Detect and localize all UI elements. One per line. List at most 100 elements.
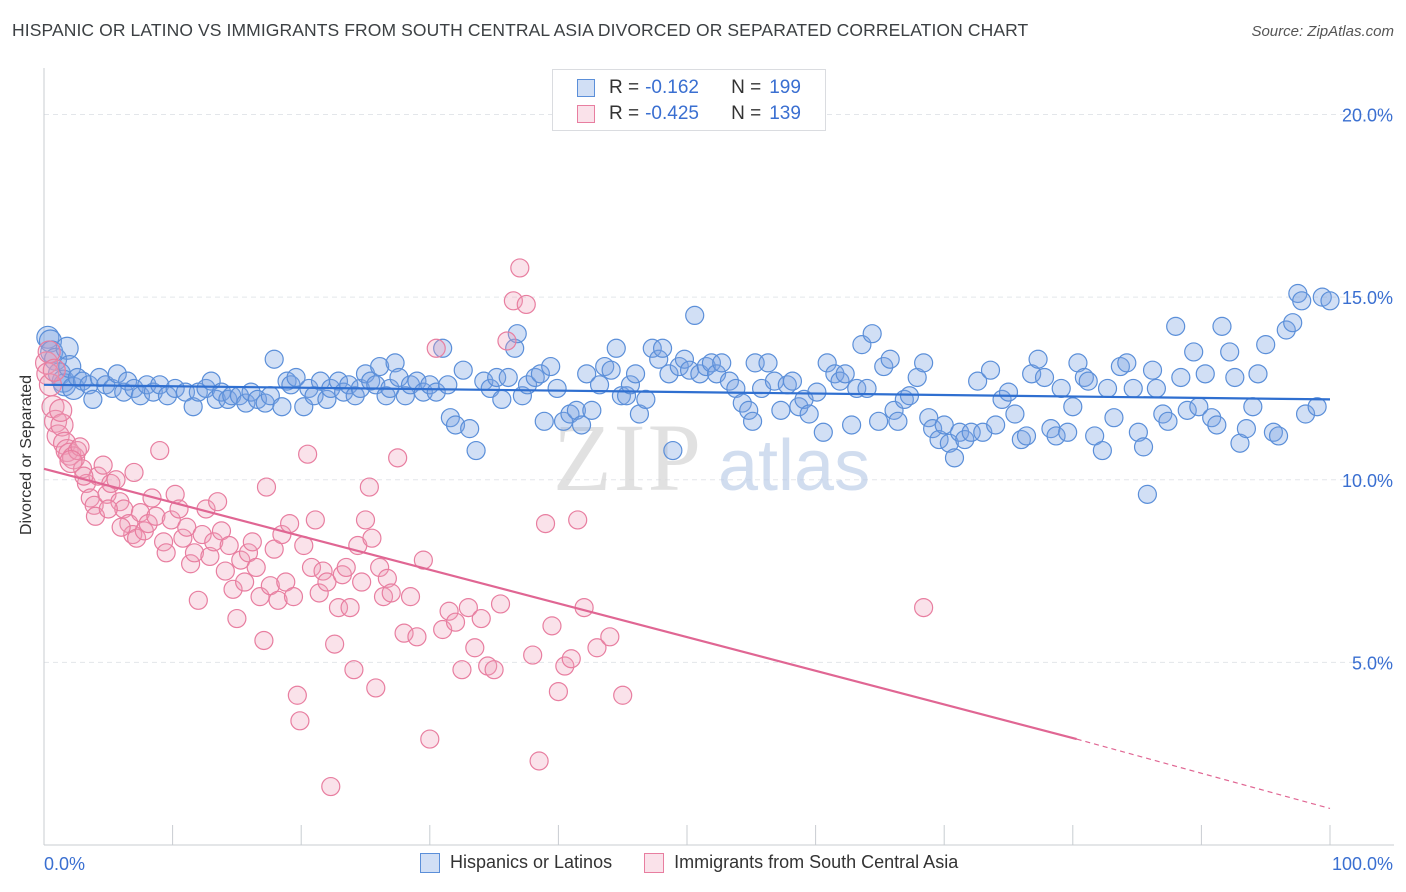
south-central-asia-point (377, 568, 397, 588)
hispanics-point (742, 411, 763, 431)
south-central-asia-point (523, 645, 543, 665)
hispanics-point (1225, 367, 1245, 388)
hispanics-point (498, 367, 518, 388)
hispanics-point (842, 415, 862, 435)
hispanics-point (438, 375, 458, 395)
south-central-asia-point (287, 685, 307, 705)
south-central-asia-point (188, 590, 208, 610)
south-central-asia-point (301, 557, 322, 578)
legend-r-label: R = (609, 77, 640, 98)
y-tick-label: 5.0% (1352, 653, 1393, 673)
hispanics-point (857, 378, 877, 399)
south-central-asia-point (156, 543, 176, 563)
hispanics-point (813, 422, 833, 442)
south-central-asia-point (150, 440, 170, 461)
south-central-asia-point (184, 543, 205, 563)
south-central-asia-point (317, 572, 337, 592)
south-central-asia-point (256, 477, 277, 497)
hispanics-point (625, 364, 646, 384)
south-central-asia-point (529, 751, 549, 771)
y-tick-label: 10.0% (1342, 471, 1393, 491)
south-central-asia-point (98, 499, 118, 519)
south-central-asia-point (370, 557, 390, 578)
south-central-asia-point (471, 608, 491, 629)
south-central-asia-point (192, 524, 212, 545)
legend-item-hispanics[interactable]: Hispanics or Latinos (420, 852, 612, 873)
hispanics-point (1133, 437, 1154, 457)
south-central-asia-point (407, 627, 427, 647)
south-central-asia-point (400, 587, 421, 607)
watermark-atlas: atlas (718, 426, 870, 506)
axes (43, 68, 1394, 846)
hispanics-point (685, 305, 705, 326)
hispanics-point (67, 367, 88, 388)
hispanics-point (530, 364, 550, 384)
hispanics-point (1276, 320, 1296, 340)
south-central-asia-point (568, 510, 588, 530)
south-central-asia-point (298, 444, 318, 464)
hispanics-point (272, 397, 292, 417)
south-central-asia-point (325, 634, 345, 654)
south-central-asia-point (352, 572, 372, 592)
south-central-asia-point (126, 528, 147, 548)
hispanics-point (998, 382, 1019, 402)
hispanics-point (1142, 360, 1163, 380)
trend-line-hispanics (43, 383, 1331, 401)
south-central-asia-point (490, 594, 511, 614)
south-central-asia-point (503, 291, 523, 311)
hispanics-point (642, 338, 662, 358)
hispanics-point (541, 356, 561, 377)
watermark: ZIP atlas (553, 404, 870, 511)
hispanics-point (980, 360, 1001, 380)
hispanics-point (453, 360, 473, 380)
hispanics-point (1283, 313, 1303, 333)
south-central-asia-point (246, 557, 266, 578)
south-central-asia-point (59, 449, 83, 474)
legend-swatch-blue (420, 852, 440, 873)
hispanics-point (547, 378, 567, 399)
hispanics-point (1128, 422, 1148, 442)
hispanics-point (1123, 378, 1143, 399)
south-central-asia-point (388, 448, 408, 468)
south-central-asia-point (542, 616, 562, 636)
hispanics-point (1166, 316, 1186, 336)
hispanics-point (150, 375, 170, 395)
hispanics-point (1320, 291, 1340, 311)
hispanics-point (659, 364, 679, 384)
hispanics-point (1063, 397, 1083, 417)
hispanics-point (433, 338, 453, 358)
south-central-asia-point (510, 258, 530, 278)
hispanics-point (236, 393, 256, 413)
south-central-asia-point (309, 583, 329, 603)
hispanics-point (1171, 367, 1191, 388)
hispanics-point (1236, 419, 1257, 439)
south-central-asia-point (420, 729, 440, 749)
hispanics-point (869, 411, 889, 431)
hispanics-point (317, 389, 337, 410)
south-central-asia-point (242, 532, 262, 552)
hispanics-point (124, 378, 144, 399)
south-central-asia-point (516, 294, 536, 315)
hispanics-point (525, 367, 545, 388)
watermark-zip: ZIP (553, 404, 703, 511)
hispanics-point (835, 364, 855, 384)
hispanics-point (1212, 316, 1232, 336)
legend-item-south-central-asia[interactable]: Immigrants from South Central Asia (644, 852, 958, 873)
hispanics-point (492, 389, 512, 410)
hispanics-point (961, 422, 981, 442)
hispanics-point (1005, 404, 1025, 424)
legend-label-south-central-asia: Immigrants from South Central Asia (674, 852, 959, 872)
hispanics-point (606, 338, 626, 358)
south-central-asia-point (340, 597, 360, 618)
south-central-asia-point (555, 656, 575, 676)
south-central-asia-point (914, 597, 934, 618)
hispanics-point (880, 349, 900, 369)
hispanics-point (739, 400, 759, 420)
hispanics-point (1028, 349, 1048, 369)
south-central-asia-point (223, 579, 243, 599)
south-central-asia-point (93, 455, 113, 475)
hispanics-point (571, 415, 592, 435)
hispanics-point (83, 389, 103, 410)
hispanics-point (1016, 426, 1037, 446)
x-tick-label: 100.0% (1332, 854, 1393, 874)
